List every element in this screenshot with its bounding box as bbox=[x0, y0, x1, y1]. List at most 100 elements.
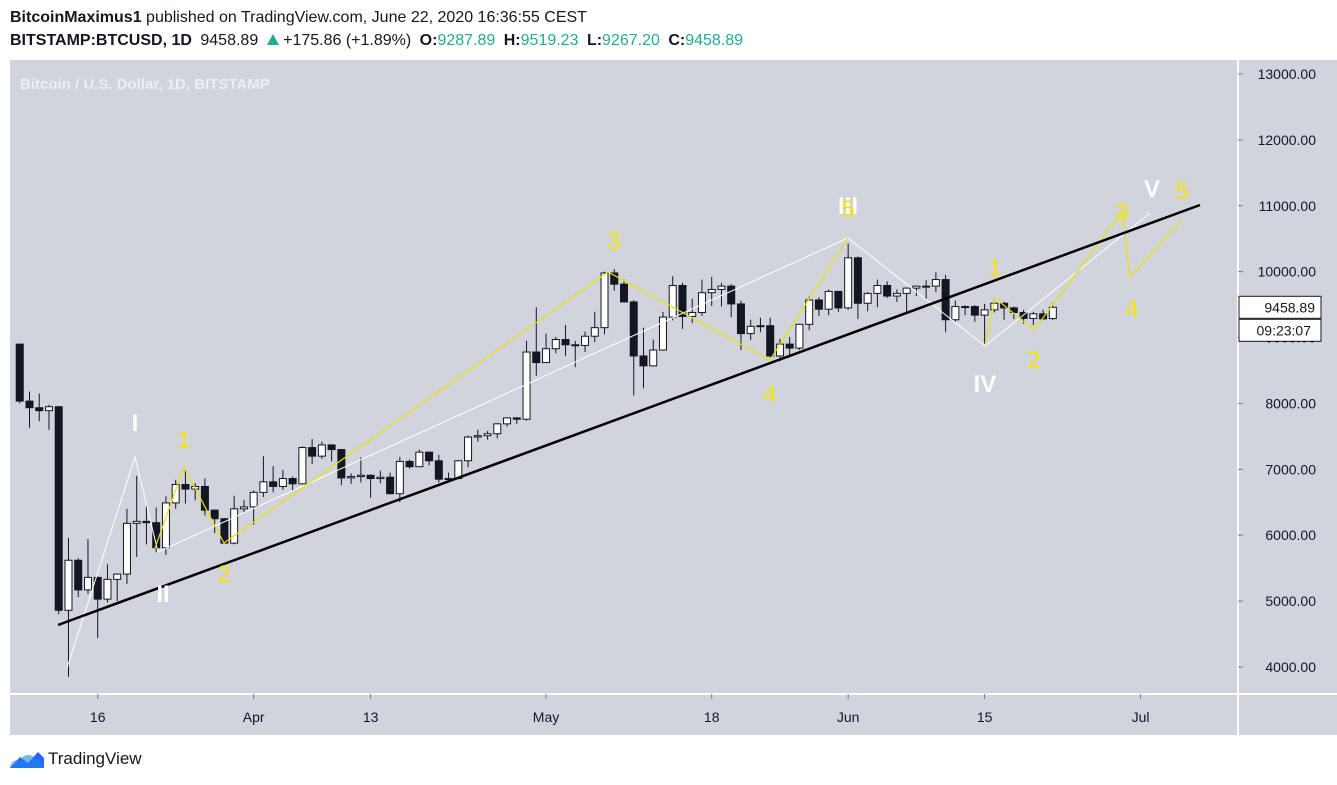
candle-body bbox=[678, 284, 687, 317]
candle-body bbox=[337, 449, 346, 479]
candle-body bbox=[239, 506, 248, 510]
ohlc-label: O: bbox=[419, 32, 438, 49]
candle-body bbox=[171, 483, 180, 504]
x-tick-label: 13 bbox=[363, 709, 379, 725]
wave-line bbox=[984, 210, 1183, 346]
y-tick-label: 11000.00 bbox=[1259, 198, 1317, 214]
candle-body bbox=[736, 303, 745, 335]
wave-label: V bbox=[1144, 176, 1160, 203]
candle-body bbox=[405, 460, 414, 468]
candle-body bbox=[210, 509, 219, 520]
candle-body bbox=[892, 292, 901, 297]
footer: TradingView bbox=[8, 748, 142, 770]
candle-body bbox=[961, 306, 970, 309]
candle-body bbox=[464, 436, 473, 462]
candle-body bbox=[278, 478, 287, 487]
x-tick-label: Jun bbox=[837, 709, 860, 725]
x-tick-label: 15 bbox=[977, 709, 993, 725]
candle-body bbox=[269, 481, 278, 487]
candle-body bbox=[853, 257, 862, 304]
candle-body bbox=[951, 306, 960, 321]
symbol: BITSTAMP:BTCUSD, 1D bbox=[10, 32, 192, 49]
x-tick-label: May bbox=[533, 709, 559, 725]
wave-line bbox=[66, 212, 1151, 669]
candle-body bbox=[629, 301, 638, 357]
candle-body bbox=[980, 309, 989, 316]
author[interactable]: BitcoinMaximus1 bbox=[10, 9, 142, 26]
candle-body bbox=[795, 323, 804, 349]
countdown-label: 09:23:07 bbox=[1257, 322, 1312, 338]
candle-body bbox=[434, 460, 443, 480]
candle-body bbox=[122, 522, 131, 575]
x-tick-label: 18 bbox=[704, 709, 720, 725]
candle-body bbox=[161, 502, 170, 549]
candle-body bbox=[259, 481, 268, 493]
ohlc-value: 9519.23 bbox=[520, 32, 579, 49]
ohlc-label: H: bbox=[503, 32, 521, 49]
candles bbox=[15, 243, 1057, 677]
candle-body bbox=[1048, 306, 1057, 320]
candle-body bbox=[366, 474, 375, 480]
candle-body bbox=[658, 316, 667, 351]
axes: 4000.005000.006000.007000.008000.009000.… bbox=[90, 66, 1322, 725]
candle-body bbox=[912, 285, 921, 289]
candle-body bbox=[503, 417, 512, 425]
candle-body bbox=[1029, 313, 1038, 319]
candle-body bbox=[44, 406, 53, 412]
candle-body bbox=[610, 272, 619, 285]
ohlc-value: 9458.89 bbox=[685, 32, 744, 49]
watermark: Bitcoin / U.S. Dollar, 1D, BITSTAMP bbox=[20, 76, 270, 93]
candle-body bbox=[532, 351, 541, 364]
ohlc-value: 9267.20 bbox=[602, 32, 660, 49]
up-arrow bbox=[266, 34, 279, 45]
candle-body bbox=[873, 284, 882, 294]
candle-body bbox=[902, 287, 911, 294]
candle-body bbox=[132, 520, 141, 524]
candle-body bbox=[230, 508, 239, 544]
candle-body bbox=[970, 306, 979, 316]
candle-body bbox=[805, 299, 814, 325]
candle-body bbox=[83, 576, 92, 591]
candle-body bbox=[1039, 313, 1048, 320]
candle-body bbox=[64, 559, 73, 611]
candle-body bbox=[746, 325, 755, 335]
candle-body bbox=[844, 257, 853, 309]
wave-label: 1 bbox=[177, 427, 190, 454]
candle-body bbox=[200, 485, 209, 511]
candle-body bbox=[717, 285, 726, 290]
header: BitcoinMaximus1 published on TradingView… bbox=[10, 6, 743, 52]
wave-label: 3 bbox=[607, 228, 620, 255]
wave-label: 1 bbox=[988, 255, 1001, 282]
candle-body bbox=[620, 283, 628, 303]
y-tick-label: 10000.00 bbox=[1258, 264, 1317, 280]
candle-body bbox=[727, 285, 736, 305]
candle-body bbox=[249, 491, 258, 508]
candle-body bbox=[356, 474, 365, 478]
candle-body bbox=[386, 476, 395, 495]
wave-label: IV bbox=[974, 371, 997, 398]
brand[interactable]: TradingView bbox=[48, 749, 142, 768]
x-tick-label: 16 bbox=[90, 709, 106, 725]
candle-body bbox=[327, 444, 336, 451]
candle-body bbox=[93, 576, 102, 600]
candle-body bbox=[54, 406, 63, 611]
wave-label: 4 bbox=[763, 381, 776, 408]
trend-line bbox=[57, 203, 1201, 627]
wave-label: I bbox=[132, 410, 139, 437]
candle-body bbox=[113, 573, 122, 580]
drawings bbox=[57, 203, 1201, 669]
wave-label: II bbox=[156, 581, 169, 608]
candle-body bbox=[493, 423, 502, 435]
candle-body bbox=[766, 325, 775, 357]
wave-label: 5 bbox=[841, 196, 854, 223]
y-tick-label: 13000.00 bbox=[1258, 66, 1317, 82]
header-line: BitcoinMaximus1 published on TradingView… bbox=[10, 6, 743, 29]
candle-body bbox=[142, 520, 151, 524]
candle-body bbox=[74, 559, 83, 591]
candle-body bbox=[35, 407, 44, 412]
candle-body bbox=[931, 279, 940, 287]
candle-body bbox=[639, 355, 648, 367]
candle-body bbox=[688, 311, 697, 317]
candle-body bbox=[317, 444, 326, 457]
